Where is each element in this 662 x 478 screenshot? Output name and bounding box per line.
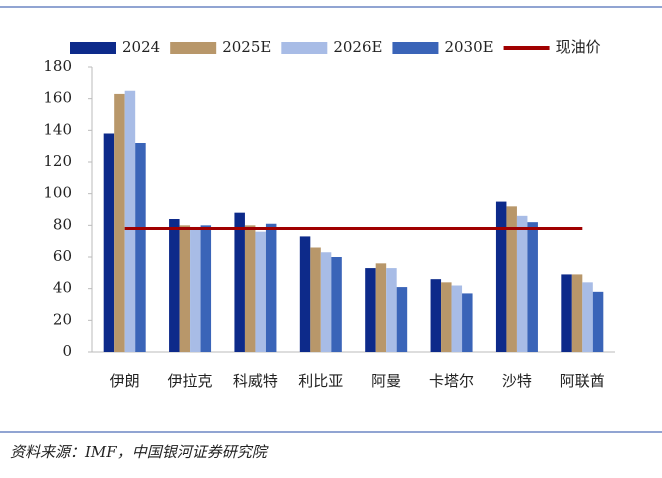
bar (234, 212, 245, 352)
bar (310, 247, 321, 352)
bar (495, 201, 507, 352)
bar (516, 215, 528, 352)
legend-label: 2026E (333, 38, 382, 56)
bar (451, 285, 463, 352)
bar (430, 279, 442, 352)
bar (299, 236, 311, 352)
y-tick-label: 160 (43, 89, 72, 107)
bar (320, 252, 332, 352)
y-tick-label: 180 (43, 57, 72, 75)
legend-label: 2024 (122, 38, 160, 56)
bar (331, 257, 342, 352)
x-tick-label: 伊朗 (110, 372, 140, 390)
bar (527, 222, 538, 352)
bar (190, 226, 201, 352)
bar (200, 225, 212, 352)
bar (265, 223, 277, 352)
bar (462, 293, 473, 352)
y-tick-label: 140 (43, 120, 72, 138)
legend-swatch (70, 42, 116, 54)
x-tick-label: 阿曼 (371, 372, 401, 390)
bar (255, 231, 266, 352)
bar (103, 133, 115, 352)
y-tick-label: 120 (43, 152, 72, 170)
source: 资料来源：IMF，中国银河证券研究院 (10, 443, 269, 461)
bar (169, 219, 180, 352)
bar (179, 225, 191, 352)
bar (441, 282, 452, 352)
bar (592, 291, 604, 352)
bar (244, 225, 256, 352)
legend-swatch (170, 42, 217, 54)
bar (582, 282, 593, 352)
y-tick-label: 0 (62, 342, 72, 360)
bar (571, 274, 583, 352)
bar (386, 268, 397, 352)
bar (114, 93, 125, 353)
bar (396, 287, 408, 352)
bar (561, 274, 572, 352)
legend-swatch (281, 42, 328, 54)
x-tick-label: 阿联酋 (560, 372, 605, 390)
bar (135, 143, 146, 352)
legend-label: 2030E (444, 38, 493, 56)
y-tick-label: 60 (53, 247, 72, 265)
y-tick-label: 40 (53, 279, 72, 297)
y-tick-label: 100 (43, 184, 72, 202)
bar (124, 90, 136, 352)
legend-swatch (392, 42, 439, 54)
legend-label: 2025E (222, 38, 271, 56)
bar (506, 206, 517, 352)
x-tick-label: 卡塔尔 (429, 372, 474, 390)
x-tick-label: 利比亚 (298, 372, 343, 390)
bar (375, 263, 387, 352)
legend-label: 现油价 (556, 38, 601, 56)
y-tick-label: 80 (53, 215, 72, 233)
x-tick-label: 伊拉克 (168, 372, 213, 390)
y-tick-label: 20 (53, 310, 72, 328)
x-tick-label: 沙特 (502, 372, 532, 390)
bar (365, 268, 376, 352)
x-tick-label: 科威特 (233, 372, 278, 390)
